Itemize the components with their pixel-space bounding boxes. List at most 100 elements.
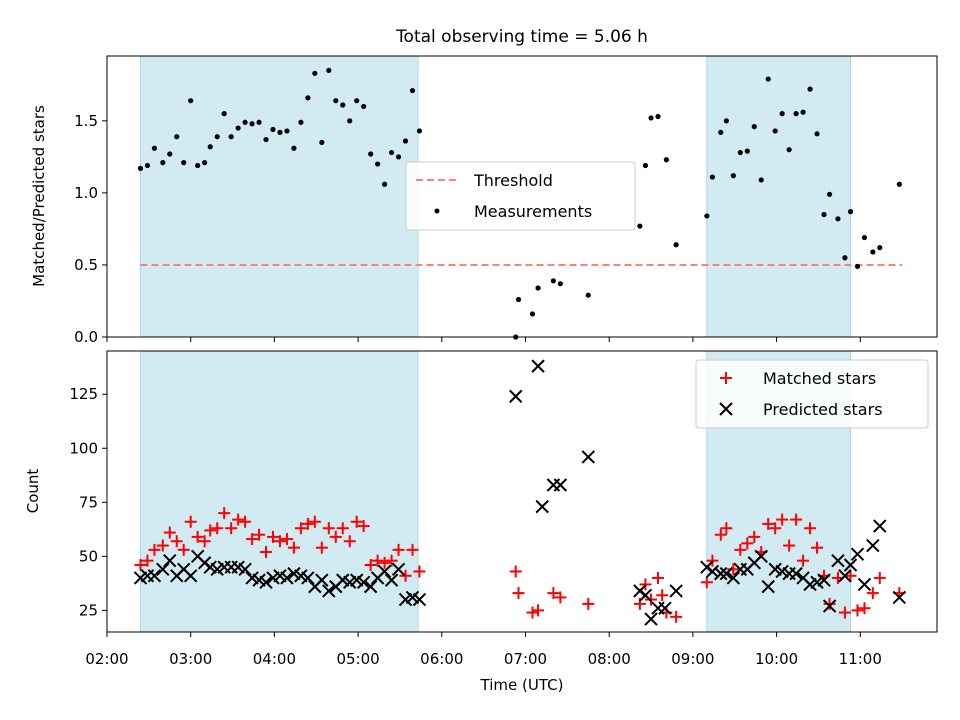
matched-star-point	[184, 515, 197, 528]
x-tick-label: 04:00	[253, 650, 296, 668]
predicted-star-point	[553, 478, 568, 492]
y-tick-label: 75	[79, 493, 98, 511]
measurement-point	[291, 145, 297, 151]
measurement-point	[375, 161, 381, 167]
measurement-point	[368, 151, 374, 157]
x-tick-label: 09:00	[671, 650, 714, 668]
measurement-point	[326, 67, 332, 74]
predicted-star-point	[651, 601, 665, 615]
predicted-x-b	[294, 569, 308, 583]
predicted-star-point	[638, 588, 653, 602]
measurement-point	[388, 149, 395, 156]
matched-star-point	[232, 513, 245, 526]
matched-star-point	[582, 597, 595, 610]
predicted-star-point	[669, 584, 683, 598]
matched-star-point	[554, 591, 567, 604]
measurement-point	[270, 126, 276, 133]
predicted-x-b	[775, 564, 789, 579]
measurement-point	[673, 242, 679, 248]
measurement-point	[663, 157, 669, 163]
measurement-point	[648, 115, 654, 121]
matched-star-point	[364, 558, 377, 571]
matched-star-point	[741, 537, 754, 550]
predicted-x-b	[892, 590, 907, 605]
predicted-x-b	[831, 553, 845, 568]
measurement-point	[877, 245, 883, 251]
measurement-point	[235, 125, 241, 131]
measurement-point	[207, 144, 213, 150]
predicted-star-point	[789, 566, 803, 581]
legend-matched-swatch	[720, 372, 732, 384]
predicted-x-b	[531, 359, 545, 373]
predicted-x-b	[238, 562, 252, 577]
predicted-x-b	[705, 564, 720, 579]
measurement-point	[642, 162, 649, 169]
predicted-x-b	[245, 571, 259, 585]
matched-star-point	[280, 533, 293, 546]
predicted-star-point	[822, 599, 837, 613]
y-tick-label: 100	[69, 439, 98, 457]
measurement-point	[896, 181, 902, 187]
predicted-x-b	[789, 566, 803, 581]
measurement-point	[637, 223, 643, 229]
measurement-point	[340, 102, 346, 108]
measurement-point	[221, 111, 227, 117]
predicted-star-point	[391, 562, 406, 577]
measurement-point	[202, 160, 208, 166]
predicted-x-b	[384, 573, 399, 587]
matched-star-point	[406, 543, 419, 556]
y-tick-label: 25	[79, 601, 98, 619]
predicted-x-b	[658, 601, 672, 615]
x-tick-label: 07:00	[504, 650, 547, 668]
y-tick-label: 1.5	[74, 112, 98, 130]
predicted-star-point	[850, 547, 865, 561]
predicted-x-b	[866, 538, 880, 553]
matched-star-point	[873, 571, 886, 584]
matched-star-point	[343, 535, 356, 548]
matched-star-point	[532, 604, 545, 617]
predicted-star-point	[705, 564, 720, 579]
predicted-x-b	[183, 569, 198, 583]
predicted-x-b	[553, 478, 568, 492]
matched-star-point	[700, 576, 713, 589]
measurement-point	[381, 181, 388, 187]
predicted-x-b	[638, 588, 653, 602]
matched-star-point	[776, 513, 789, 526]
matched-star-point	[134, 558, 147, 571]
measurement-point	[242, 119, 248, 125]
predicted-star-point	[546, 478, 561, 492]
bottom-panel: 25 50 75 100 125 02:00 03:00 04:00 05:00 06:00 07…	[24, 350, 938, 694]
x-tick-label: 05:00	[336, 650, 379, 668]
top-y-axis: 0.0 0.5 1.0 1.5	[74, 112, 107, 346]
measurement-point	[298, 119, 304, 125]
legend-measurements-swatch	[434, 208, 440, 214]
top-x-tick-marks	[106, 337, 861, 342]
top-shaded-regions	[139, 55, 852, 338]
matched-star-point	[191, 530, 204, 543]
measurement-point	[709, 174, 716, 180]
predicted-x-b	[644, 612, 658, 626]
top-y-axis-label: Matched/Predicted stars	[30, 105, 48, 287]
predicted-star-point	[726, 571, 741, 585]
matched-star-point	[156, 539, 169, 552]
predicted-star-point	[535, 499, 549, 514]
matched-star-point	[329, 530, 342, 543]
predicted-star-point	[322, 584, 336, 598]
predicted-star-point	[315, 573, 329, 587]
legend-predicted-swatch	[719, 402, 733, 416]
measurement-point	[655, 113, 661, 120]
matched-star-point	[350, 515, 363, 528]
matched-star-point	[385, 554, 398, 567]
measurement-point	[347, 118, 353, 124]
matched-star-point	[838, 606, 851, 619]
measurement-point	[847, 209, 854, 215]
predicted-x-b	[843, 558, 858, 572]
matched-star-point	[714, 528, 727, 541]
measurement-point	[807, 86, 813, 92]
matched-star-point	[218, 507, 231, 520]
matched-star-point	[804, 522, 817, 535]
predicted-x-b	[363, 579, 378, 594]
matched-star-point	[706, 554, 719, 567]
predicted-x-b	[873, 519, 887, 533]
